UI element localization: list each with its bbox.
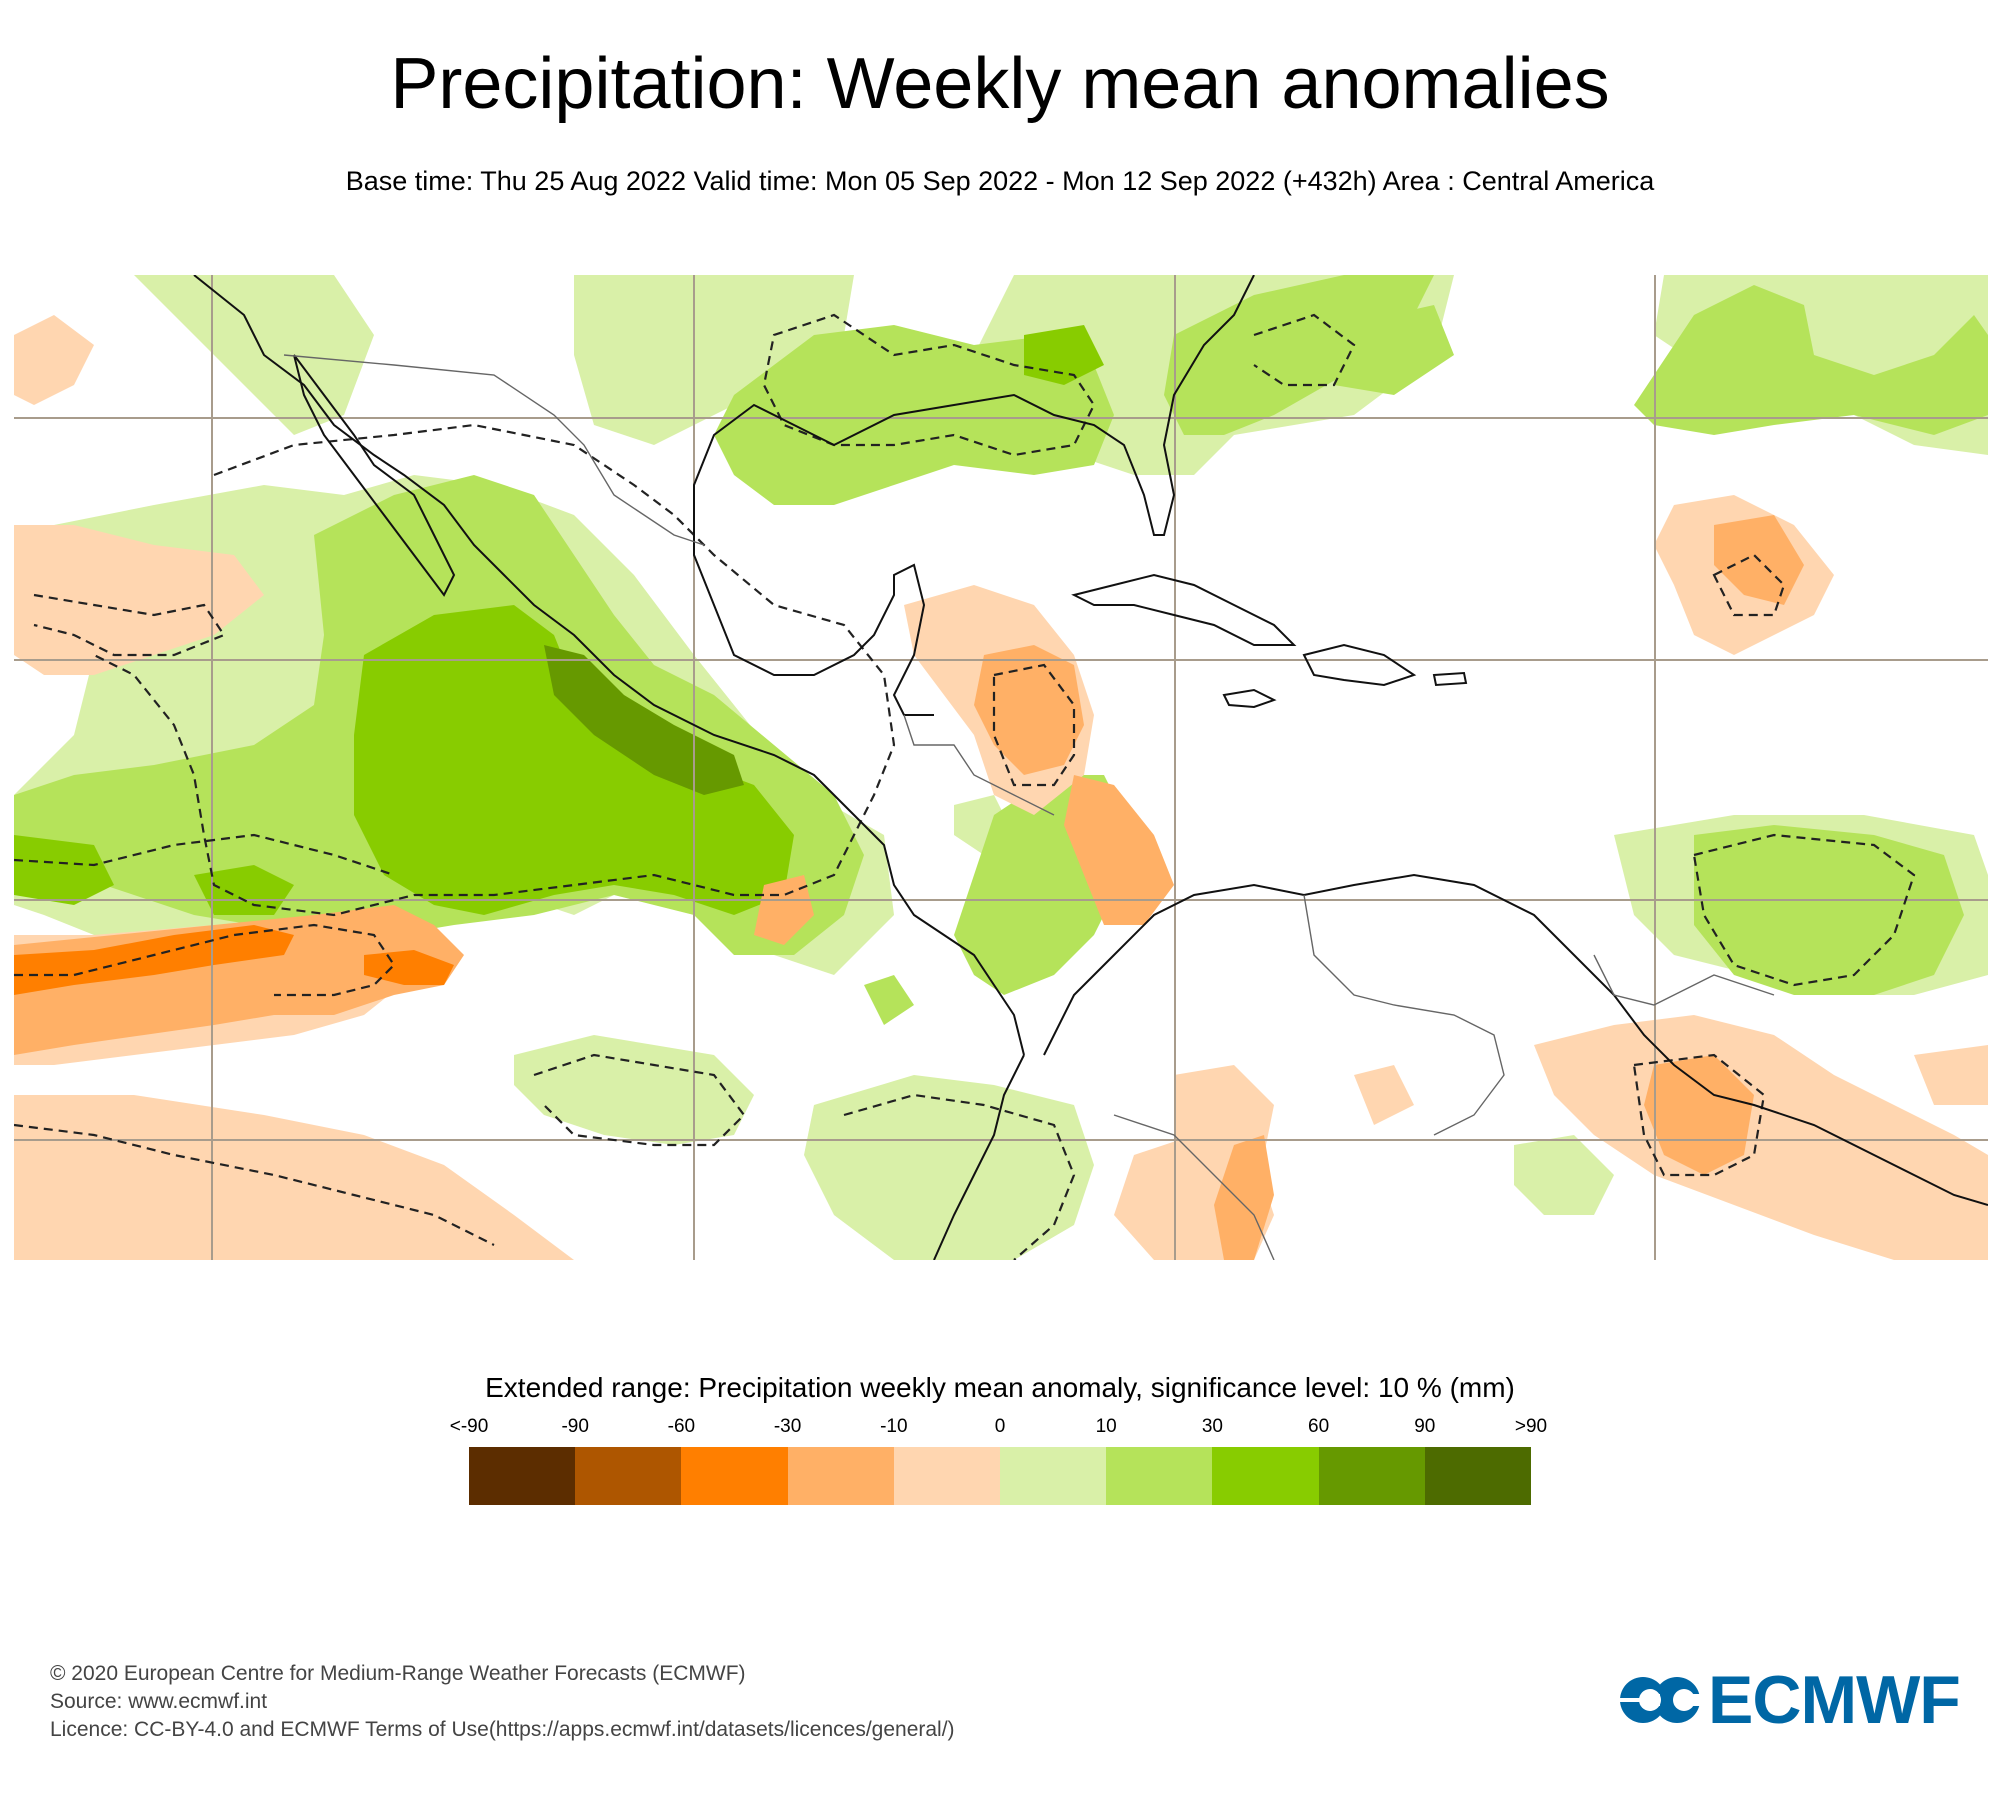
legend-label: -30 <box>773 1416 802 1437</box>
coastlines <box>193 275 1988 1260</box>
significance-contour <box>1632 1053 1766 1177</box>
anomaly-region <box>1634 285 1988 435</box>
legend-swatch <box>575 1447 682 1505</box>
anomaly-region <box>14 905 464 1055</box>
legend-swatch <box>893 1447 1001 1505</box>
coastline-hispaniola <box>1302 643 1417 687</box>
significance-contour <box>14 833 395 877</box>
anomaly-region <box>714 325 1114 505</box>
legend-label: -90 <box>561 1416 589 1437</box>
coastline-cuba <box>1071 573 1297 646</box>
anomaly-region <box>1534 1015 1988 1260</box>
coastline-gulf-of-mexico <box>693 403 934 716</box>
legend-color-bar <box>469 1447 1532 1505</box>
coastline-puerto-rico <box>1432 671 1468 687</box>
anomaly-fill-minus60-to-minus30 <box>14 925 454 995</box>
country-borders <box>283 354 1775 1260</box>
anomaly-region <box>14 525 264 675</box>
legend-swatch <box>1000 1447 1107 1505</box>
anomaly-map <box>14 275 1988 1260</box>
legend-swatch <box>469 1447 576 1505</box>
anomaly-region <box>14 1095 574 1260</box>
significance-contours <box>14 313 1916 1260</box>
anomaly-region <box>804 1075 1094 1260</box>
anomaly-region <box>1914 1045 1988 1105</box>
border-central-america <box>903 714 1055 816</box>
anomaly-region <box>194 865 294 915</box>
anomaly-region <box>14 835 114 905</box>
ecmwf-logo: ECMWF <box>1620 1664 1961 1736</box>
coastline-jamaica <box>1222 688 1277 709</box>
significance-contour <box>93 423 896 917</box>
significance-contour <box>14 923 396 997</box>
anomaly-region <box>754 875 814 945</box>
anomaly-region <box>14 925 294 995</box>
anomaly-fill-30-to-60 <box>14 325 1104 915</box>
border-peru-brazil <box>1113 1114 1275 1260</box>
border-brazil-guianas <box>1593 954 1775 1006</box>
legend-label: 10 <box>1095 1416 1117 1437</box>
legend-swatch <box>787 1447 894 1505</box>
significance-contour <box>843 1093 1076 1260</box>
ecmwf-logo-icon <box>1620 1677 1700 1723</box>
licence-text: Licence: CC-BY-4.0 and ECMWF Terms of Us… <box>50 1718 955 1741</box>
anomaly-region <box>1354 1065 1414 1125</box>
anomaly-region <box>974 645 1084 775</box>
legend-label: 30 <box>1201 1416 1223 1437</box>
coastline-baja-california <box>293 354 456 597</box>
anomaly-region <box>1334 305 1454 395</box>
legend-swatch <box>1212 1447 1319 1505</box>
significance-contour <box>1712 553 1786 617</box>
border-us-mexico <box>283 354 705 546</box>
border-colombia-venezuela <box>1303 894 1505 1136</box>
anomaly-region <box>1214 1135 1274 1260</box>
legend-title: Extended range: Precipitation weekly mea… <box>485 1372 1515 1403</box>
significance-contour <box>14 1123 495 1246</box>
legend-label: >90 <box>1514 1416 1548 1437</box>
anomaly-region <box>354 605 794 915</box>
legend-swatch <box>1424 1447 1532 1505</box>
chart-subtitle: Base time: Thu 25 Aug 2022 Valid time: M… <box>345 166 1655 196</box>
legend-swatch <box>1106 1447 1213 1505</box>
legend-label: 90 <box>1414 1416 1436 1437</box>
legend-swatch <box>681 1447 788 1505</box>
anomaly-fill-minus30-to-minus10 <box>14 515 1804 1260</box>
coastline-pacific-mexico <box>193 275 1025 1056</box>
significance-contour <box>762 313 1096 457</box>
anomaly-region <box>364 950 454 985</box>
significance-contour <box>1253 313 1356 387</box>
coastline-south-america-north <box>1043 873 1988 1206</box>
legend-labels: <-90 -90 -60 -30 -10 0 10 30 60 90 >90 <box>450 1416 1547 1440</box>
chart-title: Precipitation: Weekly mean anomalies <box>390 44 1610 124</box>
significance-contour <box>33 593 226 657</box>
significance-contour <box>533 1053 746 1147</box>
legend-label: <-90 <box>449 1416 489 1437</box>
anomaly-region <box>14 315 94 405</box>
legend-label: 0 <box>994 1416 1006 1437</box>
anomaly-region <box>574 275 854 445</box>
legend-label: -10 <box>880 1416 908 1437</box>
legend-swatch <box>1318 1447 1425 1505</box>
graticule <box>14 275 1988 1260</box>
anomaly-region <box>1164 275 1434 435</box>
anomaly-region <box>134 275 374 435</box>
logo-text: ECMWF <box>1708 1662 1961 1738</box>
legend-label: -60 <box>667 1416 696 1437</box>
legend-label: 60 <box>1308 1416 1330 1437</box>
footer: © 2020 European Centre for Medium-Range … <box>50 1660 955 1744</box>
coastline-us-gulf <box>833 275 1255 536</box>
coastline-south-america-west <box>933 1054 1025 1260</box>
anomaly-region <box>1064 775 1174 925</box>
copyright-text: © 2020 European Centre for Medium-Range … <box>50 1662 746 1685</box>
significance-contour <box>992 663 1076 787</box>
anomaly-region <box>1644 1055 1754 1175</box>
anomaly-region <box>1514 1135 1614 1215</box>
source-text: Source: www.ecmwf.int <box>50 1690 268 1713</box>
anomaly-region <box>864 975 914 1025</box>
anomaly-region <box>1694 825 1964 995</box>
